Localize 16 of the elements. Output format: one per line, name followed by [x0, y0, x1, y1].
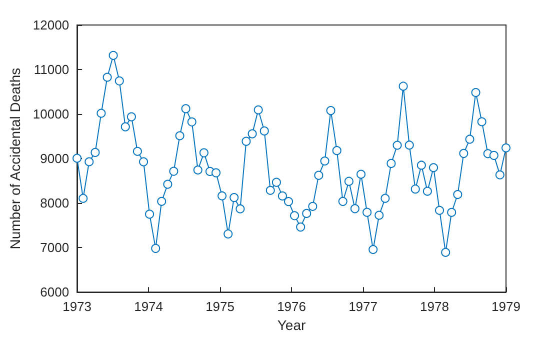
y-tick-label: 9000	[40, 151, 70, 166]
x-tick-label: 1977	[348, 299, 378, 314]
y-tick-label: 7000	[40, 240, 70, 256]
y-tick-label: 10000	[32, 106, 70, 122]
y-axis-title: Number of Accidental Deaths	[7, 68, 23, 250]
x-tick-label: 1979	[492, 299, 520, 314]
x-tick-label: 1974	[134, 299, 164, 314]
y-tick-label: 12000	[32, 18, 70, 32]
y-tick-label: 8000	[40, 196, 70, 211]
y-tick-label: 6000	[40, 284, 70, 300]
x-tick-label: 1976	[277, 299, 306, 314]
x-tick-label: 1978	[420, 299, 449, 314]
x-tick-label: 1973	[62, 299, 92, 314]
x-axis-title: Year	[277, 317, 306, 333]
x-tick-label: 1975	[206, 299, 234, 314]
y-tick-label: 11000	[34, 62, 70, 78]
